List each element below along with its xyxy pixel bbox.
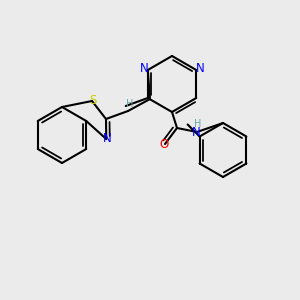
Text: N: N: [196, 62, 205, 76]
Text: N: N: [192, 125, 200, 139]
Text: N: N: [140, 62, 148, 76]
Text: H: H: [194, 119, 202, 129]
Text: O: O: [159, 139, 169, 152]
Text: H: H: [126, 99, 134, 109]
Text: N: N: [103, 133, 112, 146]
Text: S: S: [89, 94, 97, 106]
